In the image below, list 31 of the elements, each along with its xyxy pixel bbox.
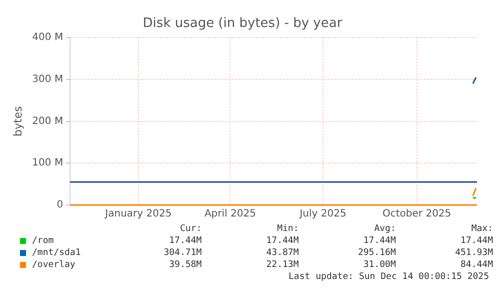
text: 17.44M — [265, 235, 299, 247]
text: Min: — [276, 223, 299, 235]
text: 17.44M — [459, 235, 493, 247]
text: 304.71M — [162, 247, 202, 259]
text: 451.93M — [454, 247, 493, 259]
text: 17.44M — [168, 235, 202, 247]
legend-label: /overlay — [32, 259, 76, 271]
text: Avg: — [373, 223, 396, 235]
text: Last update: Sun Dec 14 00:00:15 2025 — [288, 271, 490, 283]
x-tick-label: October 2025 — [382, 208, 452, 220]
legend-label: /mnt/sda1 — [32, 247, 81, 259]
y-axis-title: bytes — [11, 106, 24, 136]
text: 17.44M — [362, 235, 396, 247]
x-tick-label: April 2025 — [204, 208, 256, 220]
x-tick-label: July 2025 — [298, 208, 346, 220]
text: 84.44M — [459, 259, 493, 271]
y-tick-label: 400 M — [32, 32, 64, 44]
chart-title: Disk usage (in bytes) - by year — [142, 16, 343, 32]
text: 31.00M — [362, 259, 396, 271]
x-tick-label: January 2025 — [104, 208, 172, 220]
text: 295.16M — [356, 247, 396, 259]
text: 39.58M — [168, 259, 202, 271]
text: 43.87M — [265, 247, 299, 259]
y-tick-label: 200 M — [32, 116, 64, 127]
y-tick-label: 100 M — [32, 158, 64, 169]
text: Cur: — [178, 223, 202, 235]
y-tick-label: 300 M — [32, 74, 64, 86]
text: Max: — [470, 223, 493, 235]
y-tick-label: 0 — [56, 200, 64, 211]
text: 22.13M — [265, 259, 299, 271]
legend-label: /rom — [32, 235, 54, 247]
